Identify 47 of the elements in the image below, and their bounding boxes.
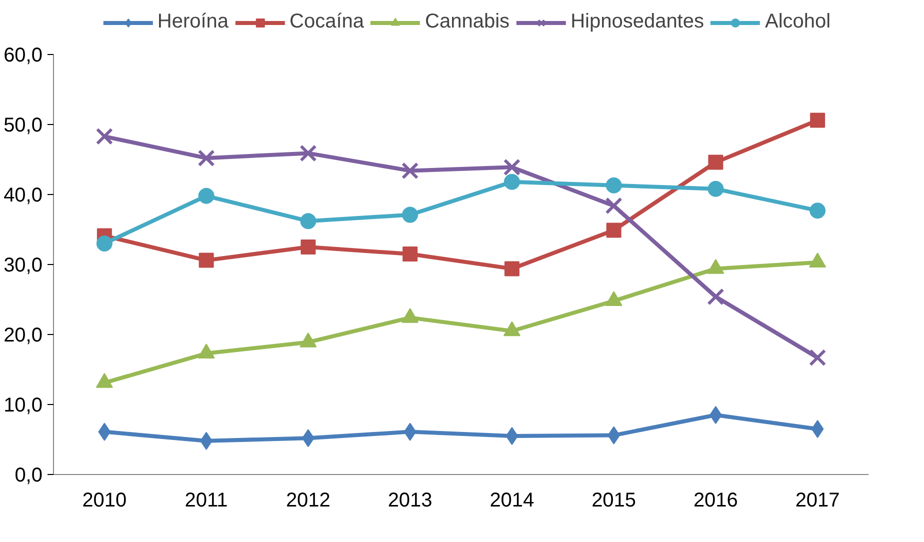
point xyxy=(605,197,622,214)
legend-label: Hipnosedantes xyxy=(570,10,704,34)
point xyxy=(808,349,826,366)
point xyxy=(404,422,416,441)
point xyxy=(708,154,724,170)
x-tick-label: 2015 xyxy=(592,490,636,512)
y-tick-label: 60,0 xyxy=(4,44,43,66)
point xyxy=(810,112,826,128)
point xyxy=(401,162,419,180)
legend-label: Cannabis xyxy=(425,10,510,34)
point xyxy=(606,177,622,194)
point xyxy=(300,240,316,254)
point xyxy=(811,420,824,438)
legend-label: Alcohol xyxy=(765,10,831,34)
point xyxy=(402,246,418,262)
y-tick-label: 0,0 xyxy=(14,464,43,486)
y-tick-label: 50,0 xyxy=(4,114,43,136)
x-tick-label: 2011 xyxy=(184,490,228,512)
y-tick-label: 30,0 xyxy=(4,254,43,276)
point xyxy=(504,261,520,276)
legend-label: Cocaína xyxy=(290,10,364,34)
point xyxy=(96,128,114,145)
x-tick-label: 2014 xyxy=(490,490,534,512)
point xyxy=(503,158,521,176)
point xyxy=(810,202,826,219)
point xyxy=(198,252,214,268)
y-tick-label: 20,0 xyxy=(4,324,43,346)
y-tick-label: 40,0 xyxy=(4,184,43,206)
point xyxy=(198,188,214,204)
x-tick-label: 2010 xyxy=(82,490,127,512)
point xyxy=(506,427,518,445)
x-tick-label: 2012 xyxy=(286,490,330,512)
point xyxy=(402,206,418,223)
legend-label: Heroína xyxy=(157,10,229,34)
point xyxy=(708,180,724,197)
x-tick-label: 2013 xyxy=(388,490,432,512)
point xyxy=(606,222,622,238)
point xyxy=(707,288,724,306)
point xyxy=(300,144,317,162)
x-tick-label: 2016 xyxy=(693,490,738,512)
point xyxy=(96,236,112,252)
x-tick-label: 2017 xyxy=(795,490,840,512)
point xyxy=(300,213,316,230)
point xyxy=(198,150,215,167)
point xyxy=(504,174,520,190)
y-tick-label: 10,0 xyxy=(4,394,43,416)
point xyxy=(98,422,111,441)
